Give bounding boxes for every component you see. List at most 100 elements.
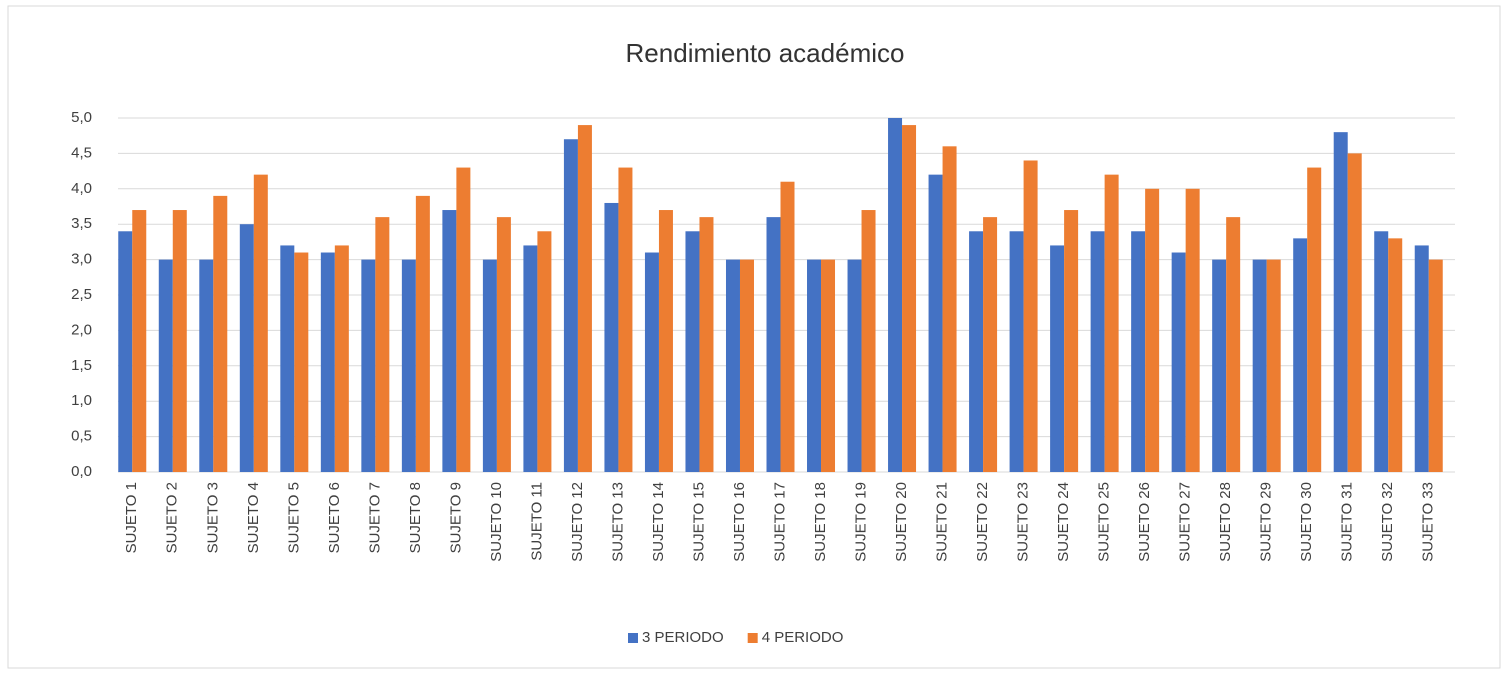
y-tick-label: 2,0 <box>71 321 92 338</box>
bar <box>456 167 471 472</box>
bar <box>239 224 254 472</box>
bar <box>523 245 538 472</box>
legend-swatch <box>747 633 758 643</box>
bar <box>902 125 917 472</box>
x-tick-label: SUJETO 16 <box>731 482 748 562</box>
bar <box>1145 188 1160 473</box>
legend-label: 4 PERIODO <box>762 629 844 646</box>
x-tick-label: SUJETO 24 <box>1055 482 1072 562</box>
bar <box>172 210 187 473</box>
bar <box>618 167 633 472</box>
bar <box>1428 259 1443 472</box>
bar <box>1374 231 1389 472</box>
bar <box>739 259 754 472</box>
x-tick-label: SUJETO 7 <box>366 482 383 553</box>
x-tick-label: SUJETO 3 <box>204 482 221 553</box>
bar <box>1347 153 1362 472</box>
x-tick-label: SUJETO 23 <box>1015 482 1032 562</box>
bar <box>1226 217 1241 472</box>
y-tick-label: 5,0 <box>71 109 92 126</box>
y-tick-label: 4,0 <box>71 180 92 197</box>
bar <box>766 217 781 472</box>
bar <box>375 217 390 472</box>
bar <box>563 139 578 473</box>
bar <box>1212 259 1227 472</box>
bar <box>1333 132 1348 472</box>
bar <box>1414 245 1429 472</box>
bar <box>361 259 376 472</box>
x-tick-label: SUJETO 10 <box>488 482 505 562</box>
x-tick-label: SUJETO 1 <box>123 482 140 553</box>
x-tick-label: SUJETO 9 <box>447 482 464 553</box>
x-tick-label: SUJETO 11 <box>528 482 545 561</box>
bar <box>537 231 552 472</box>
bar <box>1252 259 1267 472</box>
y-tick-label: 0,0 <box>71 463 92 480</box>
bar <box>442 210 457 473</box>
bar <box>644 252 659 472</box>
bar <box>780 181 795 472</box>
bar <box>1064 210 1079 473</box>
bar <box>1266 259 1281 472</box>
x-tick-label: SUJETO 26 <box>1136 482 1153 562</box>
bar <box>969 231 984 472</box>
y-tick-label: 1,5 <box>71 357 92 374</box>
bar <box>118 231 133 472</box>
bar <box>320 252 335 472</box>
legend-label: 3 PERIODO <box>642 629 724 646</box>
bar <box>1050 245 1065 472</box>
bar <box>807 259 822 472</box>
x-tick-label: SUJETO 6 <box>326 482 343 553</box>
bar <box>1009 231 1024 472</box>
x-tick-label: SUJETO 27 <box>1177 482 1194 562</box>
y-tick-label: 1,0 <box>71 392 92 409</box>
x-tick-label: SUJETO 33 <box>1420 482 1437 562</box>
bar <box>1185 188 1200 473</box>
bar <box>725 259 740 472</box>
bar <box>604 202 619 472</box>
bar <box>253 174 268 472</box>
bar <box>482 259 497 472</box>
bar <box>888 118 903 472</box>
bar <box>821 259 836 472</box>
bar <box>401 259 416 472</box>
x-tick-label: SUJETO 5 <box>285 482 302 553</box>
x-tick-label: SUJETO 25 <box>1096 482 1113 562</box>
x-tick-label: SUJETO 22 <box>974 482 991 562</box>
x-tick-label: SUJETO 13 <box>609 482 626 562</box>
bar <box>415 195 430 472</box>
x-tick-label: SUJETO 2 <box>164 482 181 553</box>
bar <box>1090 231 1105 472</box>
bar <box>213 195 228 472</box>
y-tick-label: 0,5 <box>71 428 92 445</box>
y-tick-label: 3,0 <box>71 251 92 268</box>
bar <box>294 252 309 472</box>
bar <box>861 210 876 473</box>
bar <box>132 210 147 473</box>
bar <box>1131 231 1146 472</box>
x-tick-label: SUJETO 8 <box>407 482 424 553</box>
y-tick-label: 3,5 <box>71 215 92 232</box>
bar <box>847 259 862 472</box>
legend-swatch <box>628 633 638 643</box>
x-tick-label: SUJETO 15 <box>690 482 707 562</box>
bar <box>1104 174 1119 472</box>
y-tick-label: 2,5 <box>71 286 92 303</box>
bar <box>1388 238 1403 472</box>
x-tick-label: SUJETO 29 <box>1258 482 1275 562</box>
bar <box>1171 252 1186 472</box>
bar <box>496 217 511 472</box>
bar <box>199 259 214 472</box>
x-tick-label: SUJETO 31 <box>1339 482 1356 562</box>
x-tick-label: SUJETO 32 <box>1379 482 1396 562</box>
bar <box>685 231 700 472</box>
chart-title: Rendimiento académico <box>626 38 905 68</box>
bar <box>1023 160 1038 473</box>
x-tick-label: SUJETO 28 <box>1217 482 1234 562</box>
bar <box>280 245 295 472</box>
x-tick-label: SUJETO 19 <box>852 482 869 562</box>
x-tick-label: SUJETO 14 <box>650 482 667 562</box>
bar <box>983 217 998 472</box>
bar <box>158 259 173 472</box>
bar <box>1293 238 1308 472</box>
